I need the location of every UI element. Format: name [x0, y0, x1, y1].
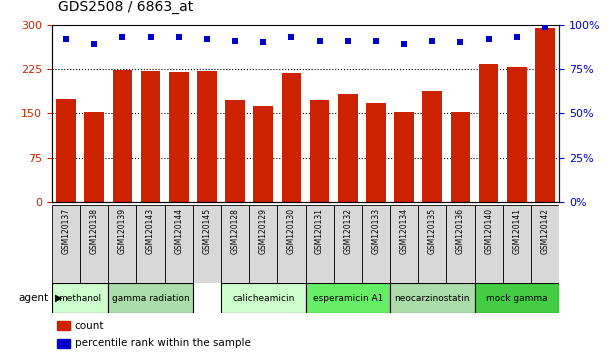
Bar [475, 205, 503, 283]
Text: GSM120130: GSM120130 [287, 208, 296, 254]
Text: ▶: ▶ [55, 293, 62, 303]
Text: GSM120136: GSM120136 [456, 208, 465, 254]
Point [230, 38, 240, 44]
Bar [422, 91, 442, 202]
Bar [394, 112, 414, 202]
Point [315, 38, 324, 44]
Point [456, 40, 466, 45]
Point [202, 36, 212, 42]
Text: mock gamma: mock gamma [486, 294, 547, 303]
Point [174, 34, 184, 40]
Bar [503, 205, 531, 283]
Text: GSM120133: GSM120133 [371, 208, 381, 254]
Text: GSM120137: GSM120137 [62, 208, 70, 254]
Bar [80, 205, 108, 283]
Bar [390, 205, 418, 283]
Point [428, 38, 437, 44]
Bar [475, 283, 559, 313]
Bar [221, 283, 306, 313]
Bar [306, 283, 390, 313]
Bar [450, 112, 470, 202]
Text: GSM120131: GSM120131 [315, 208, 324, 254]
Bar [507, 67, 527, 202]
Text: GSM120140: GSM120140 [484, 208, 493, 254]
Bar [52, 283, 108, 313]
Text: GSM120143: GSM120143 [146, 208, 155, 254]
Text: esperamicin A1: esperamicin A1 [313, 294, 383, 303]
Bar [225, 100, 245, 202]
Bar [310, 100, 329, 202]
Text: gamma radiation: gamma radiation [112, 294, 189, 303]
Bar [221, 205, 249, 283]
Bar [479, 64, 499, 202]
Bar [362, 205, 390, 283]
Text: GSM120134: GSM120134 [400, 208, 409, 254]
Point [343, 38, 353, 44]
Bar [418, 205, 447, 283]
Point [258, 40, 268, 45]
Bar [338, 95, 357, 202]
Bar [84, 112, 104, 202]
Bar [136, 205, 164, 283]
Text: GSM120139: GSM120139 [118, 208, 127, 254]
Bar [57, 321, 70, 330]
Bar [52, 205, 80, 283]
Point [61, 36, 71, 42]
Bar [282, 73, 301, 202]
Text: GSM120141: GSM120141 [512, 208, 521, 254]
Text: percentile rank within the sample: percentile rank within the sample [75, 338, 251, 348]
Point [540, 24, 550, 29]
Text: methanol: methanol [59, 294, 101, 303]
Bar [164, 205, 193, 283]
Text: neocarzinostatin: neocarzinostatin [395, 294, 470, 303]
Point [287, 34, 296, 40]
Bar [169, 72, 189, 202]
Bar [334, 205, 362, 283]
Text: GSM120145: GSM120145 [202, 208, 211, 254]
Bar [56, 98, 76, 202]
Text: GSM120128: GSM120128 [230, 208, 240, 253]
Bar [108, 205, 136, 283]
Text: GSM120144: GSM120144 [174, 208, 183, 254]
Bar [112, 70, 132, 202]
Text: count: count [75, 320, 104, 331]
Bar [197, 71, 217, 202]
Bar [306, 205, 334, 283]
Bar [535, 28, 555, 202]
Bar [254, 105, 273, 202]
Bar [193, 205, 221, 283]
Bar [141, 71, 161, 202]
Bar [108, 283, 193, 313]
Bar [390, 283, 475, 313]
Text: GSM120138: GSM120138 [90, 208, 99, 254]
Bar [249, 205, 277, 283]
Text: agent: agent [19, 293, 49, 303]
Point [399, 41, 409, 47]
Bar [531, 205, 559, 283]
Text: GSM120142: GSM120142 [541, 208, 549, 254]
Text: GDS2508 / 6863_at: GDS2508 / 6863_at [58, 0, 193, 14]
Bar [366, 103, 386, 202]
Text: GSM120132: GSM120132 [343, 208, 353, 254]
Point [484, 36, 494, 42]
Point [145, 34, 155, 40]
Text: calicheamicin: calicheamicin [232, 294, 295, 303]
Point [371, 38, 381, 44]
Text: GSM120129: GSM120129 [258, 208, 268, 254]
Point [89, 41, 99, 47]
Point [512, 34, 522, 40]
Point [117, 34, 127, 40]
Bar [277, 205, 306, 283]
Text: GSM120135: GSM120135 [428, 208, 437, 254]
Bar [57, 339, 70, 348]
Bar [447, 205, 475, 283]
